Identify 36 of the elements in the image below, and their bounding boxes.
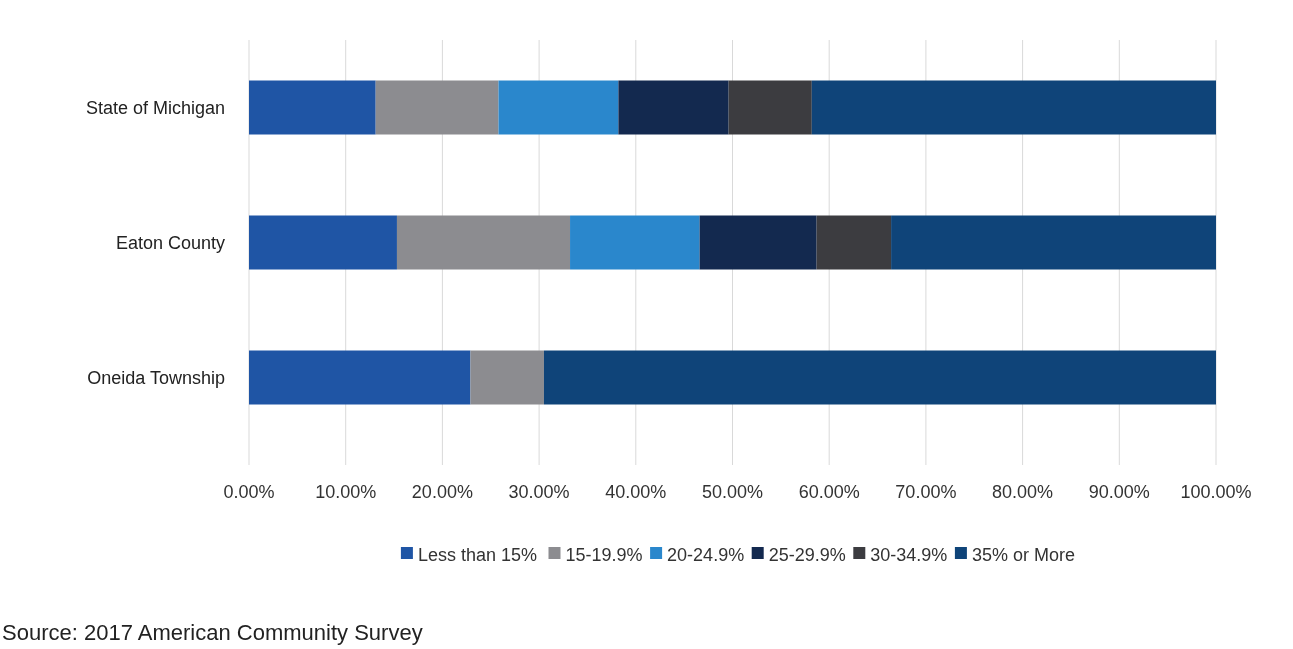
bar [470,350,544,405]
source-note: Source: 2017 American Community Survey [2,620,423,645]
y-tick-label: Eaton County [115,232,225,253]
x-tick-label: 50.00% [701,482,764,502]
x-tick-label: 90.00% [1088,482,1150,502]
x-tick-label: 0.00% [223,482,275,502]
x-tick-label: 40.00% [605,482,667,502]
legend-label: Less than 15% [417,545,537,566]
legend-label: 30-34.9% [870,545,948,566]
legend-label: 20-24.9% [667,545,745,566]
legend-label: 25-29.9% [768,545,846,566]
bar [570,215,700,270]
bar [249,350,471,405]
x-tick-label: 10.00% [315,482,377,502]
bar [396,215,571,270]
x-tick-label: 60.00% [798,482,860,502]
x-tick-label: 70.00% [895,482,957,502]
bar [543,350,1216,405]
bar [816,215,892,270]
x-tick-label: 20.00% [411,482,473,502]
bar [811,80,1216,135]
bar [618,80,729,135]
x-tick-label: 80.00% [992,482,1054,502]
bar [891,215,1216,270]
bar [375,80,499,135]
y-tick-label: Oneida Township [87,367,225,388]
bar [249,80,376,135]
bar [498,80,619,135]
legend-label: 35% or More [971,545,1075,566]
bar [249,215,397,270]
x-tick-label: 100.00% [1180,482,1252,502]
legend-label: 15-19.9% [565,545,643,566]
bar [699,215,817,270]
bar [728,80,812,135]
y-tick-label: State of Michigan [85,97,225,118]
x-tick-label: 30.00% [508,482,570,502]
